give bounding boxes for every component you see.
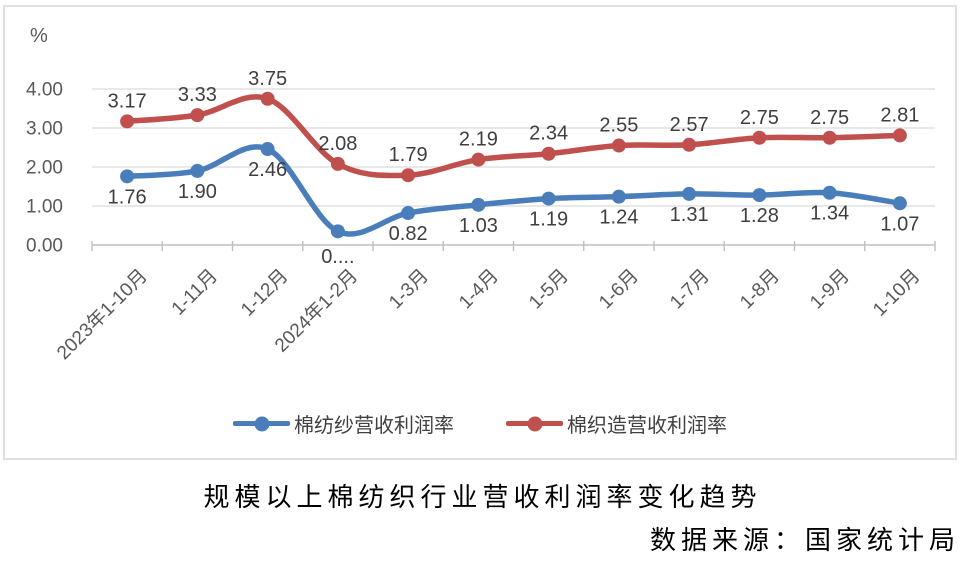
data-label: 2.75 (810, 107, 849, 129)
data-label: 1.90 (178, 181, 217, 203)
series-markers-1 (120, 91, 907, 183)
y-tick-label: 2.00 (26, 158, 63, 179)
data-point (752, 188, 767, 203)
legend-line-marker-icon (506, 416, 563, 431)
data-label: 2.55 (599, 115, 638, 137)
series-line-0 (124, 144, 903, 237)
line-chart: 0.00 1.00 2.00 3.00 4.00 1.76 1.90 2.46 0.... 0.8… (26, 68, 936, 268)
data-label: 2.34 (529, 123, 568, 145)
data-point (611, 138, 626, 153)
data-point (541, 191, 556, 206)
data-point (892, 196, 907, 211)
data-label: 1.19 (529, 209, 568, 231)
data-label: 2.46 (248, 159, 287, 181)
data-point (892, 128, 907, 143)
data-label: 1.28 (740, 205, 779, 227)
data-label: 3.17 (108, 90, 147, 112)
data-point (330, 224, 345, 239)
data-source: 数据来源：国家统计局 (649, 526, 960, 555)
data-label: 0.82 (389, 223, 428, 245)
data-label: 1.76 (108, 186, 147, 208)
chart-legend: 棉纺纱营收利润率 棉织造营收利润率 (5, 409, 955, 438)
series-data-labels-1: 3.17 3.33 3.75 2.08 1.79 2.19 2.34 2.55 2.57 2.75… (108, 68, 920, 166)
chart-title: 规模以上棉纺织行业营收利润率变化趋势 (203, 483, 762, 512)
data-label: 1.31 (670, 204, 709, 226)
data-label: 3.75 (248, 68, 287, 90)
data-label: 0.... (321, 246, 354, 268)
series-data-labels-0: 1.76 1.90 2.46 0.... 0.82 1.03 1.19 1.24 1.31 1.2… (108, 159, 920, 268)
data-point (682, 186, 697, 201)
legend-item-1: 棉织造营收利润率 (506, 409, 727, 438)
data-point (611, 189, 626, 204)
data-label: 2.08 (318, 133, 357, 155)
y-tick-label: 4.00 (26, 80, 63, 101)
data-point (471, 152, 486, 167)
data-label: 1.07 (880, 213, 919, 235)
data-point (822, 130, 837, 145)
series-markers-0 (120, 142, 907, 239)
chart-panel: % 0.00 1.00 2.00 3.00 4.00 1.76 1.90 2.46 0.... 0… (3, 5, 957, 460)
data-point (120, 169, 135, 184)
legend-item-0: 棉纺纱营收利润率 (233, 409, 454, 438)
legend-line-marker-icon (233, 416, 290, 431)
y-tick-label: 1.00 (26, 197, 63, 218)
data-point (752, 130, 767, 145)
data-point (120, 114, 135, 129)
data-label: 2.57 (670, 114, 709, 136)
y-tick-label: 0.00 (26, 236, 63, 257)
data-point (401, 168, 416, 183)
y-tick-label: 3.00 (26, 119, 63, 140)
data-label: 1.34 (810, 203, 849, 225)
data-label: 1.79 (389, 144, 428, 166)
data-label: 1.24 (599, 207, 638, 229)
data-point (822, 185, 837, 200)
data-point (541, 146, 556, 161)
data-point (260, 142, 275, 157)
data-point (190, 108, 205, 123)
data-point (330, 156, 345, 171)
data-label: 2.81 (880, 104, 919, 126)
series-line-1 (124, 94, 903, 179)
legend-label: 棉织造营收利润率 (567, 415, 727, 437)
data-label: 2.19 (459, 129, 498, 151)
data-point (260, 91, 275, 106)
data-point (401, 206, 416, 221)
data-label: 3.33 (178, 84, 217, 106)
legend-label: 棉纺纱营收利润率 (294, 415, 454, 437)
y-axis-unit-label: % (30, 25, 48, 47)
legend-dot-icon (527, 416, 542, 431)
legend-dot-icon (254, 416, 269, 431)
gridlines (92, 88, 935, 246)
y-axis-tick-labels: 0.00 1.00 2.00 3.00 4.00 (26, 80, 63, 257)
data-point (682, 137, 697, 152)
data-label: 1.03 (459, 215, 498, 237)
data-point (471, 197, 486, 212)
data-point (190, 163, 205, 178)
x-axis-ticks (91, 241, 936, 251)
data-label: 2.75 (740, 107, 779, 129)
